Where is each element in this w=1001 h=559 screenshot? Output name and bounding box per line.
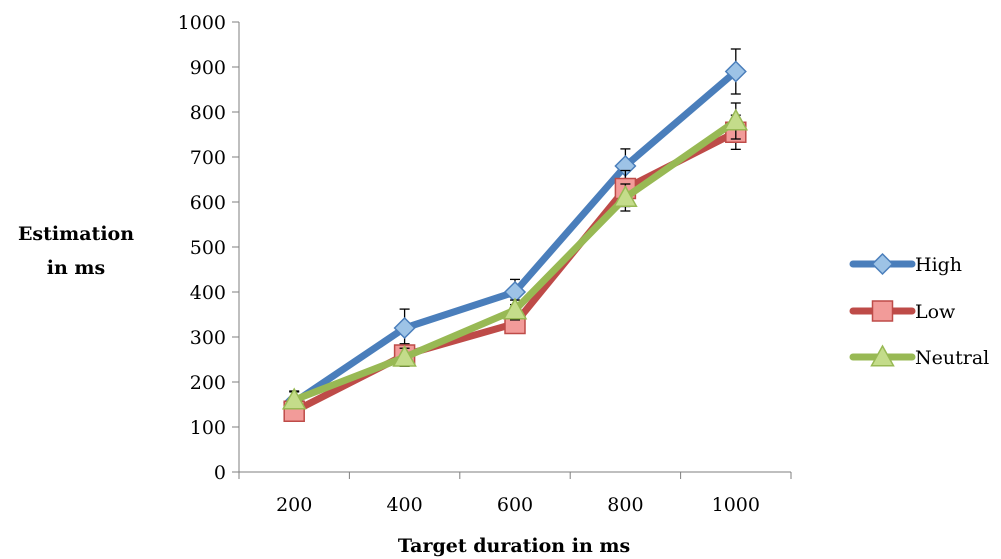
y-axis-title-line-1: Estimation [18,223,134,245]
y-tick-label: 900 [190,57,226,79]
x-tick-label: 1000 [712,494,760,516]
data-point-neutral [723,108,749,131]
x-tick-label: 800 [607,494,643,516]
legend-label-low: Low [915,301,956,323]
y-axis-title-line-2: in ms [47,257,105,279]
y-tick-labels: 0 100 200 300 400 500 600 700 800 900 1000 [178,12,226,484]
legend-item-low: Low [849,300,956,323]
data-point-neutral [392,344,417,367]
legend-marker-neutral [870,344,895,367]
legend-marker-low [871,300,894,322]
legend-item-neutral: Neutral [849,344,989,369]
y-tick-label: 100 [190,417,226,439]
legend-label-high: High [915,254,962,276]
x-tick-label: 200 [276,494,312,516]
y-tick-label: 600 [190,192,226,214]
x-tick-label: 400 [386,494,422,516]
axes [232,21,792,479]
y-tick-label: 300 [190,327,226,349]
series-layer [281,48,749,422]
x-axis-title: Target duration in ms [398,535,630,557]
series-neutral [281,102,749,410]
legend-label-neutral: Neutral [915,347,989,369]
y-tick-label: 700 [190,147,226,169]
data-point-high [724,60,747,83]
legend-marker-high [871,252,894,276]
data-point-high [393,316,416,340]
y-tick-label: 200 [190,372,226,394]
data-point-neutral [613,184,638,208]
y-tick-label: 1000 [178,12,226,34]
y-tick-label: 800 [190,102,226,124]
series-high [283,48,747,415]
data-point-neutral [502,297,528,320]
y-tick-label: 500 [190,237,226,259]
y-axis-title: Estimation in ms [18,223,134,279]
x-tick-label: 600 [497,494,533,516]
data-point-neutral [281,387,307,410]
series-line-high [290,68,740,406]
series-line-low [290,128,740,415]
x-tick-labels: 200 400 600 800 1000 [276,494,760,516]
y-tick-label: 400 [190,282,226,304]
legend-item-high: High [849,252,962,276]
legend: High Low Neutral [849,252,989,369]
y-tick-label: 0 [214,462,226,484]
